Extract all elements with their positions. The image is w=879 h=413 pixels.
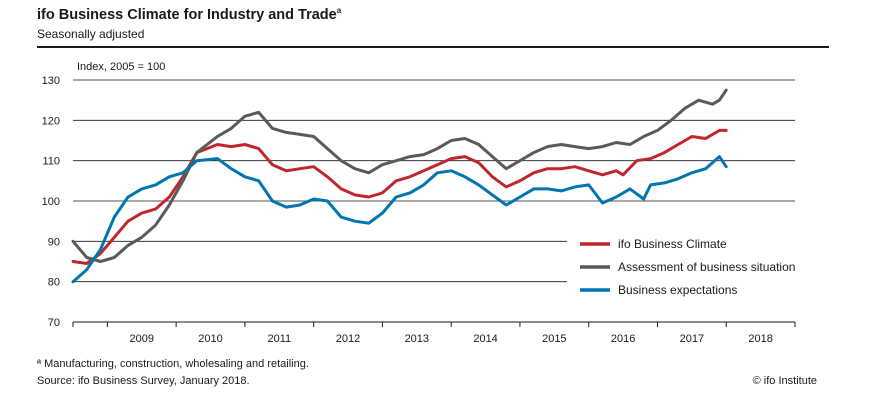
footnote: ª Manufacturing, construction, wholesali… [37,358,309,370]
x-tick-label: 2011 [267,333,291,345]
y-axis-label: Index, 2005 = 100 [77,61,165,73]
y-tick-label: 80 [48,277,60,289]
series-line-2 [71,88,728,263]
x-tick-label: 2014 [473,333,497,345]
y-tick-label: 90 [48,236,60,248]
x-tick-label: 2012 [336,333,360,345]
title-footnote-marker: a [336,6,342,15]
series-line-1 [71,128,728,265]
x-tick-label: 2013 [405,333,429,345]
series-line-3 [71,155,728,284]
x-tick-label: 2009 [130,333,154,345]
legend-label: Assessment of business situation [618,260,795,274]
source-note: Source: ifo Business Survey, January 201… [37,375,250,387]
copyright-note: © ifo Institute [752,375,817,387]
x-tick-label: 2016 [611,333,635,345]
y-tick-label: 70 [48,317,60,329]
y-tick-label: 130 [42,75,60,87]
series-lines [71,88,728,284]
legend-label: ifo Business Climate [618,237,727,251]
x-tick-label: 2015 [542,333,566,345]
x-tick-label: 2017 [680,333,704,345]
gridlines [73,79,795,283]
chart-title: ifo Business Climate for Industry and Tr… [37,6,342,23]
y-tick-label: 110 [42,156,60,168]
header-rule [37,46,829,48]
legend-label: Business expectations [618,283,737,297]
x-tick-label: 2010 [198,333,222,345]
chart-subtitle: Seasonally adjusted [37,27,145,41]
axes: 70 80 90 100 110 120 130 Index, 2005 = 100 2009 2… [42,61,796,345]
y-tick-label: 100 [42,196,60,208]
legend: ifo Business Climate Assessment of busine… [580,237,795,297]
y-tick-label: 120 [42,115,60,127]
x-tick-label: 2018 [748,333,772,345]
